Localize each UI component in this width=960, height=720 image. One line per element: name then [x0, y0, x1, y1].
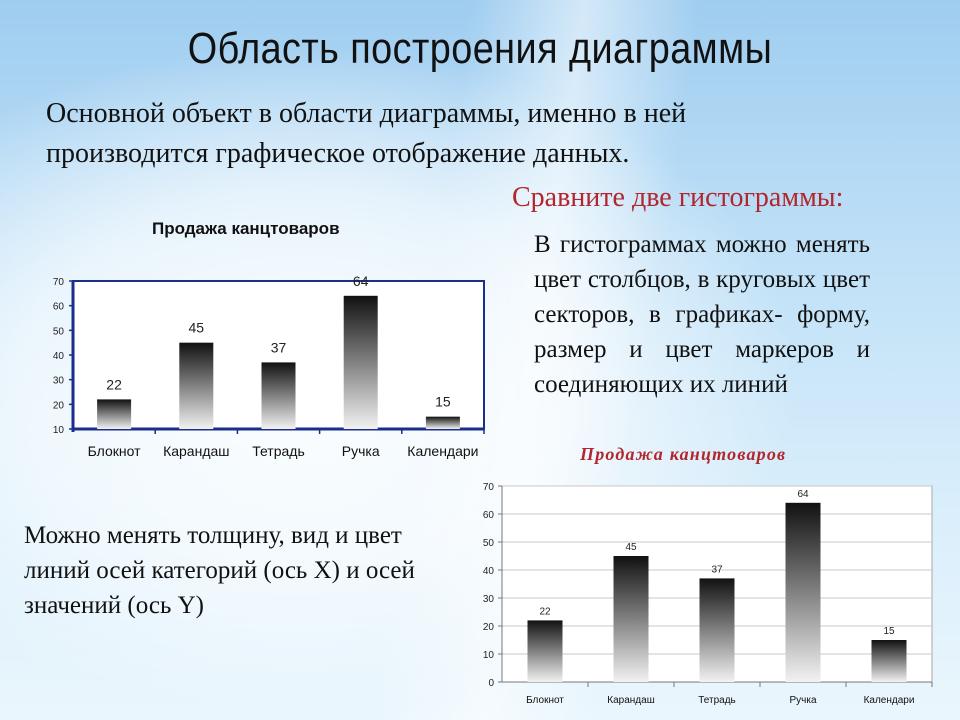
chart1-data-label: 45: [189, 320, 205, 336]
chart1-y-tick-label: 70: [53, 277, 65, 288]
chart2-y-tick-label: 20: [483, 622, 495, 633]
chart2-category-label: Блокнот: [526, 695, 564, 706]
chart2-y-tick-label: 70: [483, 482, 495, 493]
chart1-data-label: 37: [271, 339, 287, 355]
chart1-bar: [261, 362, 296, 429]
chart1-y-tick-label: 20: [53, 400, 65, 411]
chart2-data-label: 45: [625, 542, 637, 553]
chart1-bar: [179, 342, 214, 429]
chart2-category-label: Ручка: [789, 695, 816, 706]
chart2-bar: [613, 556, 649, 682]
subtitle-line-1: Основной объект в области диаграммы, име…: [46, 98, 687, 129]
chart2-data-label: 22: [539, 606, 551, 617]
chart1-y-tick-label: 40: [53, 351, 65, 362]
chart1-title: Продажа канцтоваров: [152, 219, 340, 238]
chart2-bar: [527, 620, 563, 682]
chart1-bar: [97, 399, 132, 429]
chart2-y-tick-label: 60: [483, 510, 495, 521]
chart2-title: Продажа канцтоваров: [580, 444, 787, 464]
chart1-category-label: Карандаш: [163, 443, 229, 459]
paragraph-left: Можно менять толщину, вид и цвет линий о…: [24, 522, 415, 619]
chart2-y-tick-label: 50: [483, 538, 495, 549]
chart2-bar: [699, 578, 735, 682]
chart2-category-label: Тетрадь: [698, 695, 736, 706]
chart2-category-label: Карандаш: [607, 695, 654, 706]
subtitle-line-2: производится графическое отображение дан…: [46, 138, 630, 169]
chart2-bar: [871, 640, 907, 682]
chart1-data-label: 64: [353, 273, 369, 289]
chart2-y-tick-label: 30: [483, 594, 495, 605]
chart2-y-tick-label: 0: [488, 678, 494, 689]
compare-heading: Сравните две гистограммы:: [512, 182, 844, 213]
chart1-y-tick-label: 10: [53, 425, 65, 436]
paragraph-right: В гистограммах можно менять цвет столбцо…: [534, 231, 870, 398]
chart1-y-tick-label: 30: [53, 376, 65, 387]
slide-subtitle: Основной объект в области диаграммы, име…: [46, 94, 876, 174]
chart1-bar: [343, 295, 378, 429]
chart2-data-label: 64: [797, 489, 809, 500]
chart1-category-label: Тетрадь: [252, 443, 305, 459]
chart2-data-label: 15: [883, 626, 895, 637]
chart2-y-tick-label: 10: [483, 650, 495, 661]
chart1-category-label: Блокнот: [88, 443, 141, 459]
chart1-y-tick-label: 50: [53, 326, 65, 337]
chart2-category-label: Календари: [864, 695, 915, 706]
slide-title: Область построения диаграммы: [187, 24, 773, 73]
chart1-data-label: 15: [435, 394, 451, 410]
chart2-bar: [785, 502, 821, 682]
chart1-data-label: 22: [106, 376, 122, 392]
chart2-data-label: 37: [711, 564, 723, 575]
chart1-bar: [425, 416, 460, 429]
chart1-category-label: Ручка: [342, 443, 380, 459]
chart1-y-tick-label: 60: [53, 302, 65, 313]
chart1-category-label: Календари: [407, 443, 478, 459]
chart2-y-tick-label: 40: [483, 566, 495, 577]
